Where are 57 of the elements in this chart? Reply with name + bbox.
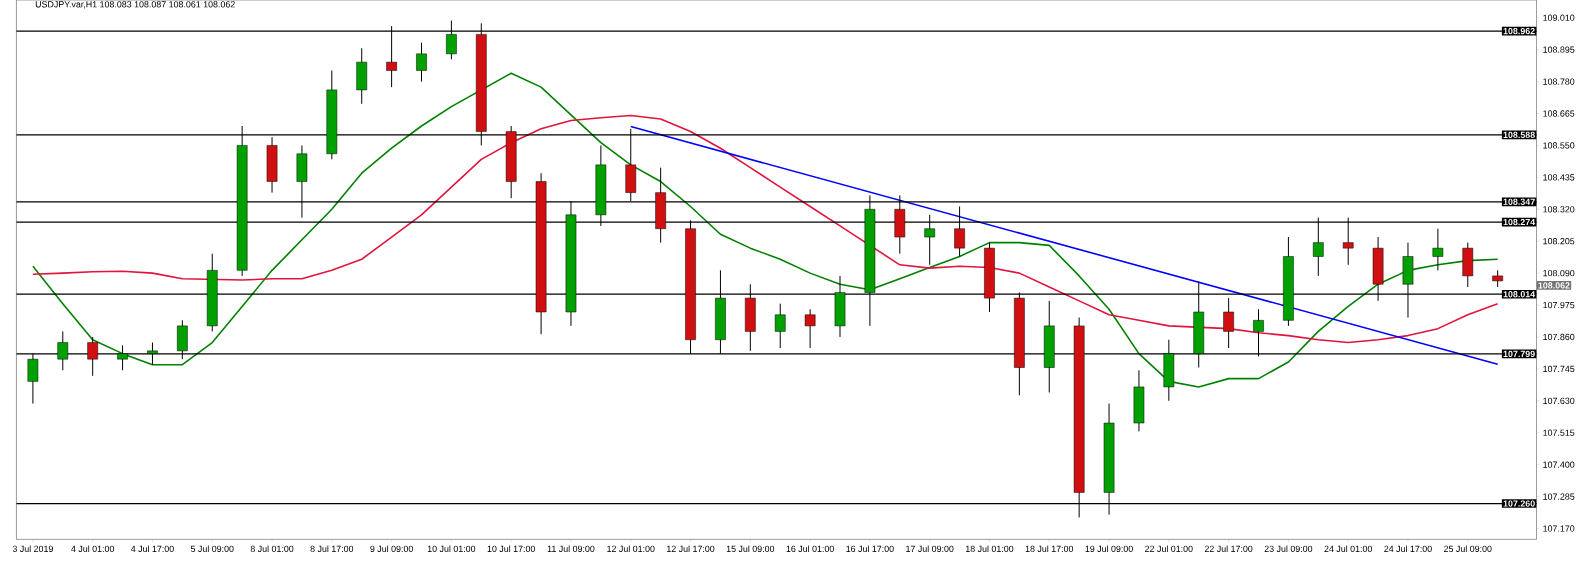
- y-tick-label: 109.010: [1543, 14, 1575, 21]
- x-tick-label: 22 Jul 01:00: [1145, 545, 1193, 552]
- x-tick-label: 12 Jul 17:00: [667, 545, 715, 552]
- text: 108.062: [1538, 282, 1570, 289]
- chart-title: USDJPY.var,H1 108.083 108.087 108.061 108.062: [35, 1, 235, 9]
- ref-line-label: 107.799: [1503, 350, 1535, 358]
- x-tick-label: 22 Jul 17:00: [1204, 545, 1253, 552]
- candlestick: [774, 303, 786, 349]
- y-tick-label: 108.665: [1543, 110, 1575, 117]
- x-tick-label: 10 Jul 01:00: [427, 545, 476, 552]
- y-tick-label: 107.515: [1543, 429, 1575, 436]
- ref-line-label: 108.588: [1503, 131, 1535, 138]
- y-tick-label: 107.745: [1543, 365, 1575, 372]
- candlestick: [1432, 228, 1444, 271]
- x-tick-label: 25 Jul 09:00: [1444, 545, 1492, 552]
- y-tick-label: 108.090: [1543, 269, 1575, 277]
- ref-line-label: 108.014: [1503, 291, 1536, 298]
- y-tick-label: 108.550: [1543, 142, 1575, 149]
- candlestick: [804, 308, 816, 349]
- ref-line-label: 108.962: [1503, 27, 1535, 35]
- x-tick-label: 17 Jul 09:00: [906, 545, 954, 552]
- x-tick-label: 23 Jul 09:00: [1264, 545, 1313, 552]
- x-tick-label: 12 Jul 01:00: [607, 545, 655, 552]
- x-tick-label: 11 Jul 09:00: [547, 545, 595, 552]
- ref-line-label: 107.260: [1503, 500, 1535, 507]
- y-tick-label: 107.285: [1543, 493, 1575, 500]
- x-tick-label: 9 Jul 09:00: [370, 545, 413, 552]
- x-tick-label: 8 Jul 01:00: [250, 545, 294, 552]
- y-tick-label: 108.320: [1543, 206, 1575, 213]
- candlestick: [416, 42, 427, 83]
- y-tick-label: 108.780: [1543, 78, 1575, 85]
- x-tick-label: 15 Jul 09:00: [726, 545, 775, 552]
- y-tick-label: 108.205: [1543, 238, 1575, 245]
- y-tick-label: 107.630: [1543, 397, 1575, 404]
- x-tick-label: 16 Jul 01:00: [786, 545, 834, 552]
- line-series: [32, 72, 1499, 388]
- y-tick-label: 108.435: [1543, 174, 1575, 181]
- y-tick-label: 107.975: [1543, 301, 1575, 309]
- x-tick-label: 4 Jul 01:00: [71, 545, 115, 552]
- y-tick-label: 107.860: [1543, 333, 1575, 341]
- ref-line-label: 108.347: [1503, 198, 1535, 205]
- x-tick-label: 8 Jul 17:00: [310, 545, 354, 552]
- x-tick-label: 19 Jul 09:00: [1085, 545, 1133, 552]
- x-tick-label: 18 Jul 01:00: [965, 545, 1014, 552]
- x-tick-label: 24 Jul 17:00: [1384, 545, 1432, 552]
- candlestick: [1223, 297, 1234, 349]
- x-tick-label: 16 Jul 17:00: [846, 545, 894, 552]
- x-tick-label: 4 Jul 17:00: [130, 545, 174, 552]
- x-tick-label: 18 Jul 17:00: [1025, 545, 1074, 552]
- x-tick-label: 10 Jul 17:00: [487, 545, 535, 552]
- x-tick-label: 24 Jul 01:00: [1324, 545, 1373, 552]
- y-tick-label: 108.895: [1543, 46, 1575, 53]
- x-tick-label: 3 Jul 2019: [12, 545, 53, 552]
- y-tick-label: 107.170: [1543, 525, 1575, 532]
- ref-line-label: 108.274: [1503, 218, 1536, 226]
- y-tick-label: 107.400: [1543, 461, 1575, 468]
- x-tick-label: 5 Jul 09:00: [190, 545, 234, 552]
